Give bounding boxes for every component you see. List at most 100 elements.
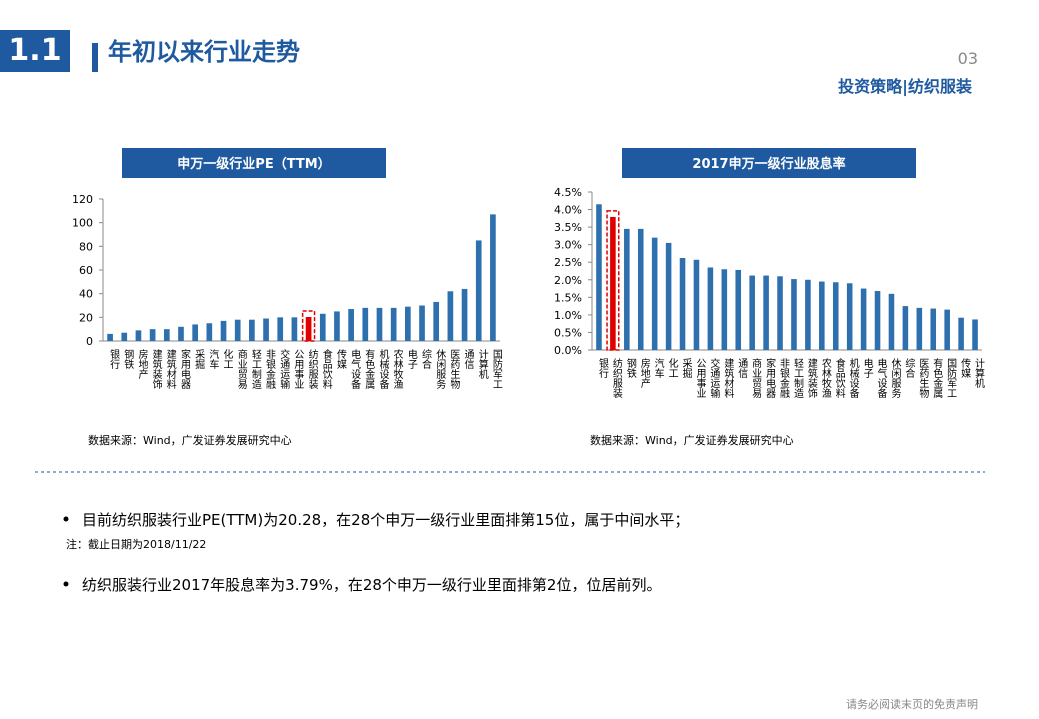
- bar: [107, 333, 113, 341]
- bar: [135, 330, 142, 341]
- bar: [319, 313, 326, 341]
- x-tick-label: 国防军工: [490, 349, 502, 389]
- bar: [707, 267, 714, 350]
- x-tick-label: 纺织服装: [610, 357, 622, 399]
- bar: [944, 309, 950, 350]
- bar: [178, 326, 184, 341]
- bar: [362, 307, 369, 341]
- x-tick-label: 公用事业: [694, 358, 706, 398]
- x-tick-label: 医药生物: [448, 349, 460, 390]
- x-tick-label: 商业贸易: [750, 357, 762, 399]
- x-tick-label: 机械设备: [847, 357, 859, 399]
- bar: [624, 228, 630, 350]
- bar: [334, 311, 340, 341]
- bar: [721, 269, 728, 350]
- y-tick-label: 20: [79, 311, 93, 324]
- x-tick-label: 电气设备: [875, 357, 887, 399]
- y-tick-label: 0.5%: [554, 326, 582, 339]
- chart-source: 数据来源：Wind，广发证券发展研究中心: [590, 433, 794, 447]
- x-tick-label: 交通运输: [278, 348, 290, 390]
- x-tick-label: 钢铁: [122, 348, 134, 370]
- x-tick-label: 钢铁: [624, 357, 636, 379]
- x-tick-label: 休闲服务: [434, 349, 446, 390]
- section-number: 1.1: [8, 33, 61, 68]
- section-box: [0, 30, 70, 72]
- x-tick-label: 传媒: [334, 349, 346, 370]
- y-tick-label: 60: [79, 264, 93, 277]
- y-tick-label: 0.0%: [554, 344, 582, 357]
- x-tick-label: 通信: [462, 349, 474, 370]
- x-tick-label: 房地产: [638, 357, 650, 389]
- bar: [916, 307, 923, 350]
- bar: [930, 308, 937, 350]
- y-tick-label: 3.5%: [554, 221, 582, 234]
- x-tick-label: 医药生物: [917, 358, 929, 399]
- bullet-text: 纺织服装行业2017年股息率为3.79%，在28个申万一级行业里面排第2位，位居…: [82, 576, 661, 594]
- highlight-box: [606, 210, 620, 351]
- y-tick-label: 100: [72, 217, 93, 230]
- chart-title: 2017申万一级行业股息率: [692, 156, 845, 172]
- bar: [348, 309, 354, 341]
- bar: [693, 259, 700, 350]
- bar: [610, 216, 616, 350]
- bar: [291, 317, 298, 341]
- bar: [651, 237, 658, 350]
- y-tick-label: 120: [72, 193, 93, 206]
- x-tick-label: 食品饮料: [833, 357, 845, 399]
- bar: [860, 288, 867, 350]
- bar: [149, 329, 156, 341]
- x-tick-label: 轻工制造: [791, 357, 803, 398]
- x-tick-label: 银行: [108, 348, 120, 370]
- x-tick-label: 电子: [405, 348, 417, 369]
- bar: [277, 317, 284, 341]
- bar: [888, 293, 895, 350]
- bar: [735, 269, 742, 350]
- y-tick-label: 2.0%: [554, 274, 582, 287]
- x-tick-label: 计算机: [476, 348, 488, 380]
- bar: [846, 283, 853, 350]
- x-tick-label: 家用电器: [178, 348, 190, 390]
- x-tick-label: 通信: [736, 358, 748, 379]
- x-tick-label: 计算机: [973, 357, 985, 389]
- x-tick-label: 有色金属: [363, 348, 375, 390]
- x-tick-label: 机械设备: [377, 348, 389, 390]
- title-bar: [92, 43, 98, 72]
- bar: [163, 329, 170, 341]
- x-tick-label: 房地产: [136, 348, 148, 380]
- x-tick-label: 化工: [666, 357, 678, 378]
- x-tick-label: 国防军工: [945, 358, 957, 398]
- bar: [206, 323, 213, 341]
- bar: [777, 276, 783, 350]
- bar: [596, 204, 602, 350]
- x-tick-label: 纺织服装: [306, 348, 318, 390]
- x-tick-label: 电气设备: [349, 348, 361, 390]
- bar: [832, 282, 839, 350]
- x-tick-label: 传媒: [959, 358, 971, 379]
- x-tick-label: 建筑材料: [722, 357, 734, 399]
- disclaimer: 请务必阅读末页的免责声明: [846, 697, 978, 711]
- bar: [475, 240, 482, 341]
- bar: [419, 305, 425, 341]
- y-tick-label: 2.5%: [554, 256, 582, 269]
- x-tick-label: 轻工制造: [249, 348, 261, 389]
- bar: [249, 319, 255, 341]
- y-tick-label: 4.5%: [554, 186, 582, 199]
- x-tick-label: 汽车: [652, 357, 664, 379]
- x-tick-label: 采掘: [680, 358, 692, 379]
- x-tick-label: 非银金融: [264, 349, 276, 390]
- bar: [405, 306, 411, 341]
- x-tick-label: 汽车: [207, 348, 219, 370]
- x-tick-label: 公用事业: [292, 349, 304, 389]
- x-tick-label: 非银金融: [778, 358, 790, 399]
- chart-title: 申万一级行业PE（TTM）: [177, 156, 330, 172]
- note-text: 注：截止日期为2018/11/22: [66, 537, 206, 551]
- x-tick-label: 食品饮料: [320, 348, 332, 390]
- page-number: 03: [958, 49, 978, 68]
- x-tick-label: 农林牧渔: [391, 348, 403, 390]
- bar: [819, 281, 825, 350]
- bullet-dot: [63, 516, 69, 522]
- x-tick-label: 采掘: [193, 349, 205, 370]
- x-tick-label: 农林牧渔: [819, 357, 831, 399]
- x-tick-label: 综合: [903, 357, 915, 379]
